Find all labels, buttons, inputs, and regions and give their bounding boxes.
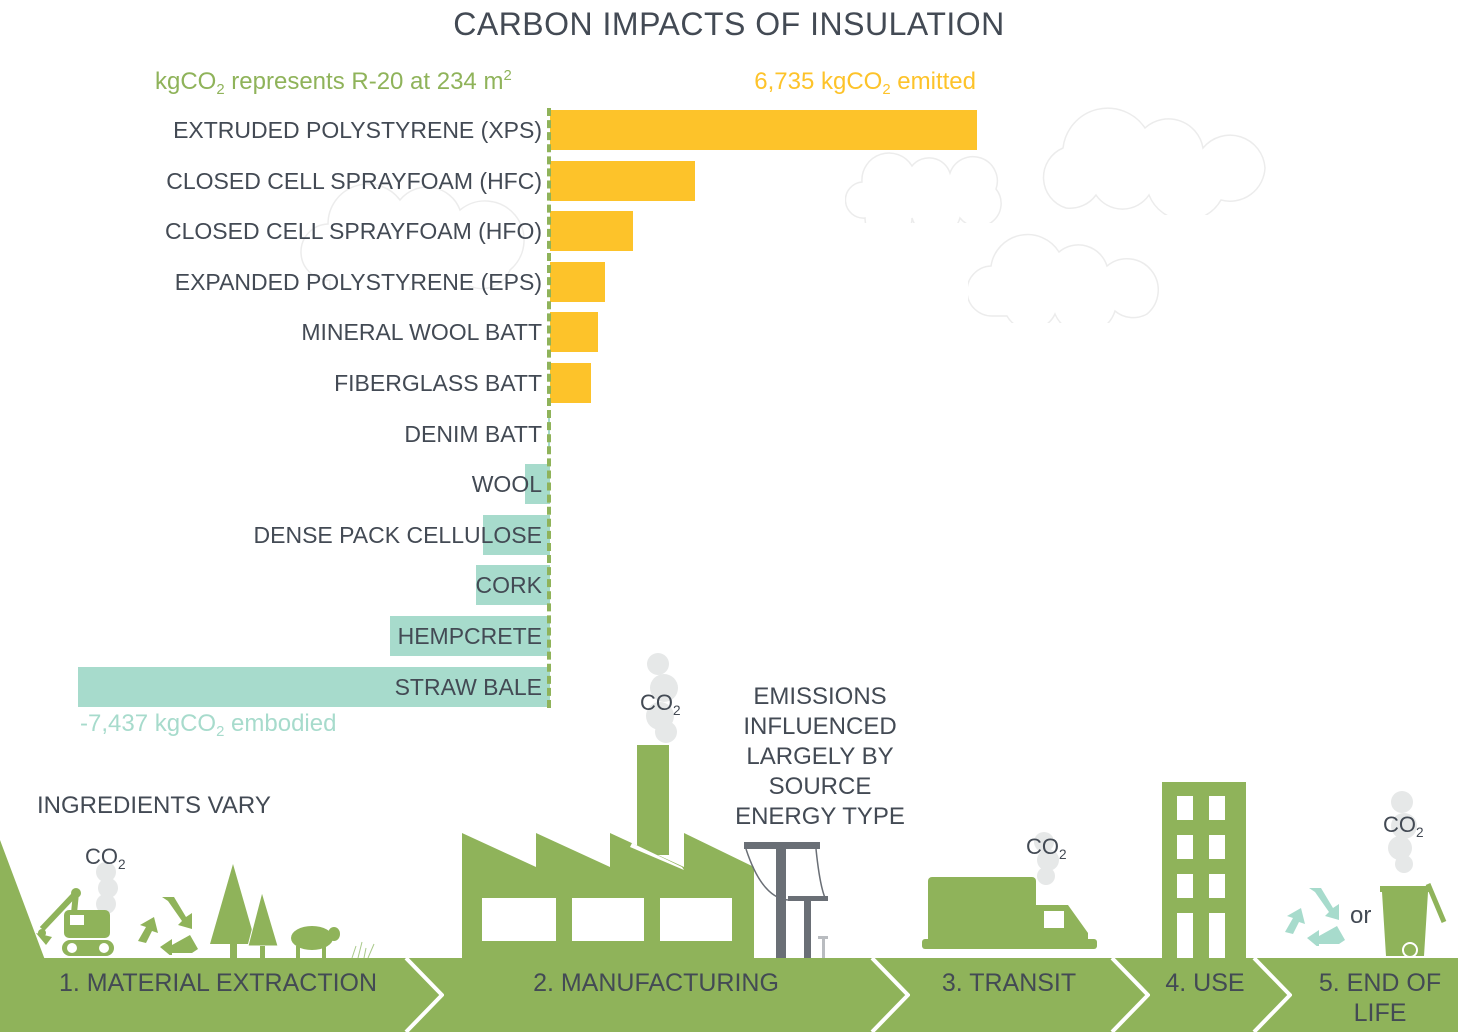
unit-sub: 2 — [216, 82, 225, 99]
building-icon — [1162, 782, 1246, 958]
bar-label: CLOSED CELL SPRAYFOAM (HFO) — [164, 218, 542, 245]
hillside-shape — [0, 840, 45, 960]
or-label: or — [1350, 902, 1372, 929]
note-line: INFLUENCED — [743, 713, 897, 740]
bar — [78, 666, 550, 707]
chevron-icon — [404, 958, 444, 1032]
cloud-icon — [845, 152, 1002, 223]
note-line: ENERGY TYPE — [735, 803, 905, 830]
tree-icon — [210, 864, 279, 958]
co2-label: CO2 — [1383, 812, 1424, 840]
bar — [482, 514, 550, 555]
bar — [550, 211, 634, 252]
bar — [550, 110, 977, 150]
lifecycle-band — [0, 958, 1458, 1032]
unit-sup: 2 — [503, 68, 512, 85]
excavator-icon — [36, 888, 114, 956]
power-line-icon — [744, 842, 828, 958]
note-line: LARGELY BY — [746, 743, 894, 770]
truck-icon — [922, 877, 1097, 958]
bar-label: WOOL — [471, 471, 542, 498]
co2-label: CO2 — [640, 690, 681, 718]
max-text: 6,735 kgCO — [754, 68, 883, 95]
min-text: -7,437 kgCO — [80, 710, 217, 737]
bar — [550, 261, 606, 302]
smoke-icon — [96, 862, 118, 914]
smoke-icon — [646, 653, 678, 743]
trash-bin-icon — [1380, 883, 1447, 958]
min-text: embodied — [224, 710, 337, 737]
stage-manufacturing: 2. MANUFACTURING — [533, 969, 779, 997]
bar-label: DENSE PACK CELLULOSE — [253, 521, 542, 548]
stage-use: 4. USE — [1165, 969, 1245, 997]
bar-label: STRAW BALE — [394, 673, 542, 700]
bar-label: CORK — [475, 572, 542, 599]
max-text: emitted — [890, 68, 976, 95]
emissions-note: EMISSIONS INFLUENCED LARGELY BY SOURCE E… — [728, 682, 912, 832]
grass-icon — [351, 941, 375, 958]
bar-label: MINERAL WOOL BATT — [301, 319, 542, 346]
chevron-icon — [870, 958, 910, 1032]
chevron-icon — [1110, 958, 1150, 1032]
unit-text: kgCO — [155, 68, 217, 95]
smoke-icon — [1034, 832, 1059, 885]
cloud-icon — [968, 233, 1159, 323]
ingredients-note: INGREDIENTS VARY — [37, 792, 271, 819]
note-line: EMISSIONS — [753, 683, 887, 710]
sheep-icon — [291, 926, 340, 958]
bar — [476, 565, 550, 606]
max-sub: 2 — [882, 82, 891, 99]
recycle-icon — [138, 897, 198, 955]
stage-material-extraction: 1. MATERIAL EXTRACTION — [58, 969, 378, 997]
cloud-icon — [1042, 107, 1266, 215]
bar — [550, 363, 592, 403]
unit-note: kgCO2 represents R-20 at 234 m2 — [155, 68, 512, 99]
cloud-icon — [300, 183, 525, 290]
bar — [390, 616, 550, 656]
co2-label: CO2 — [1026, 834, 1067, 862]
bar — [550, 160, 696, 201]
stage-end-of-life: 5. END OF LIFE — [1318, 969, 1442, 1027]
bar-label: EXPANDED POLYSTYRENE (EPS) — [174, 268, 542, 295]
min-sub: 2 — [216, 724, 225, 741]
unit-text: represents R-20 at 234 m — [224, 68, 504, 95]
chevron-icon — [1252, 958, 1292, 1032]
bar-label: DENIM BATT — [404, 420, 542, 447]
factory-icon — [462, 745, 754, 958]
bar-label: FIBERGLASS BATT — [334, 370, 542, 396]
note-line: SOURCE — [768, 773, 872, 800]
bar-label: EXTRUDED POLYSTYRENE (XPS) — [173, 117, 542, 143]
zero-axis — [547, 108, 551, 708]
recycle-icon — [1285, 888, 1345, 946]
stage-transit: 3. TRANSIT — [941, 969, 1077, 997]
co2-label: CO2 — [85, 844, 126, 872]
bar — [550, 312, 599, 353]
max-embodied-label: -7,437 kgCO2 embodied — [80, 710, 337, 741]
smoke-icon — [1388, 791, 1417, 873]
bar-label: CLOSED CELL SPRAYFOAM (HFC) — [166, 167, 542, 194]
chart-title: CARBON IMPACTS OF INSULATION — [453, 6, 1005, 42]
max-emitted-label: 6,735 kgCO2 emitted — [754, 68, 976, 99]
bar — [524, 464, 550, 505]
bar-label: HEMPCRETE — [397, 623, 542, 649]
